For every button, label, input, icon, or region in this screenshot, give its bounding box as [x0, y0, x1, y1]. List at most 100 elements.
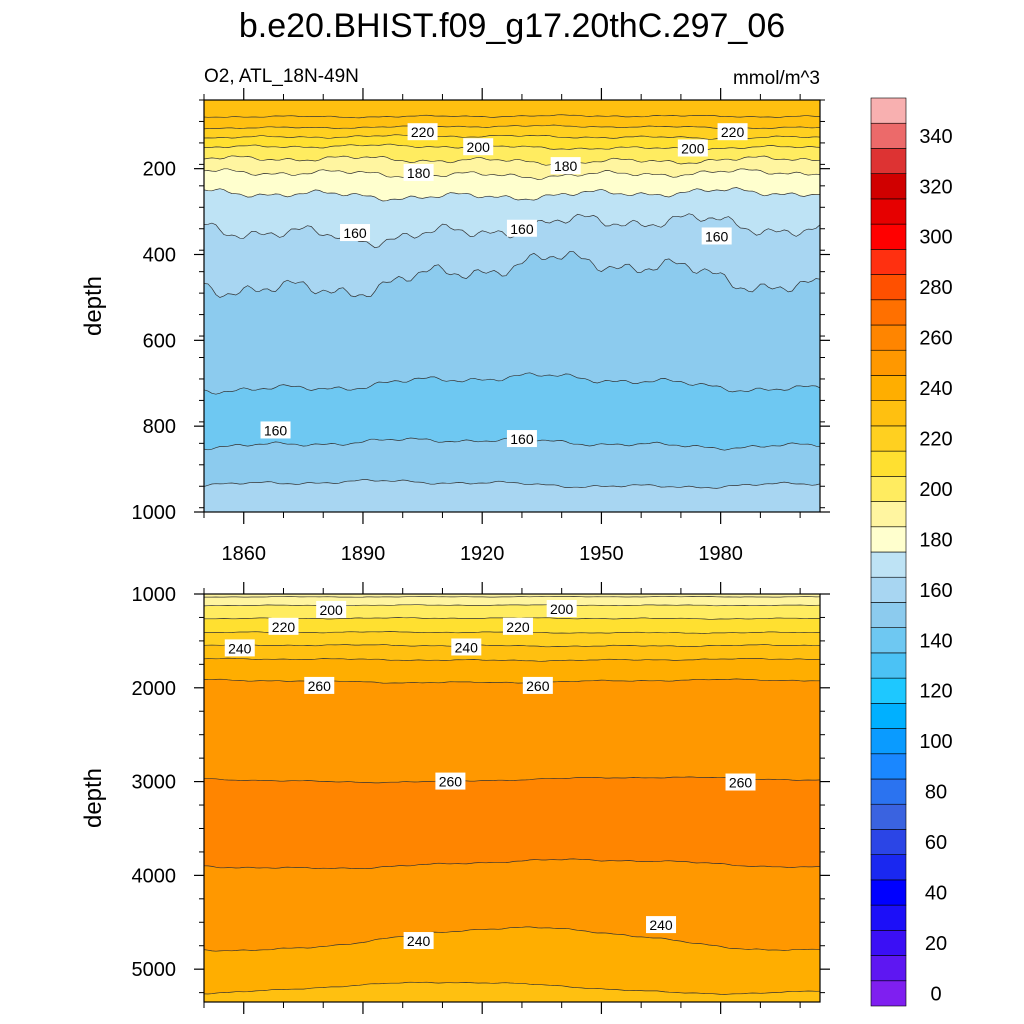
colorbar-box: [870, 803, 907, 830]
colorbar-box: [870, 602, 907, 628]
lower-contour-line: [204, 604, 820, 607]
colorbar-box: [870, 627, 907, 654]
colorbar-box: [870, 703, 907, 729]
colorbar-box: [870, 173, 907, 200]
lower-contour-label: 220: [268, 617, 299, 635]
colorbar-box: [870, 400, 907, 427]
colorbar-box: [870, 299, 907, 326]
upper-contour-band: [204, 479, 820, 512]
upper-contour-line: [204, 124, 820, 130]
colorbar-box: [870, 930, 907, 956]
upper-xtick-label: 1950: [579, 543, 624, 565]
colorbar-tick-label: 60: [925, 832, 947, 854]
upper-xtick-label: 1890: [341, 543, 386, 565]
colorbar-box: [870, 450, 907, 477]
colorbar-tick-label: 280: [919, 277, 952, 299]
lower-contour-band: [204, 1016, 820, 1024]
upper-contour-line: [204, 187, 820, 202]
colorbar-box: [870, 854, 907, 881]
upper-ytick-label: 1000: [132, 502, 177, 524]
upper-contour-label: 160: [506, 219, 537, 237]
lower-contour-label: 260: [435, 772, 466, 790]
upper-contour-label-text: 160: [510, 221, 534, 237]
colorbar-tick-label: 20: [925, 933, 947, 955]
upper-contour-line: [204, 114, 820, 119]
upper-contour-label-text: 160: [343, 225, 367, 241]
lower-frame: [203, 593, 821, 1003]
upper-contour-label: 160: [260, 421, 291, 439]
lower-contour-line: [204, 657, 820, 662]
upper-contour-label-text: 220: [721, 124, 745, 140]
upper-ytick-label: 400: [143, 245, 176, 267]
chart-title: b.e20.BHIST.f09_g17.20thC.297_06: [239, 7, 785, 45]
colorbar-box: [870, 955, 907, 982]
lower-ytick-label: 3000: [132, 772, 177, 794]
colorbar-tick-label: 140: [919, 630, 952, 652]
lower-contour-label: 240: [224, 639, 255, 657]
lower-contour-label-text: 260: [526, 678, 550, 694]
lower-contour-label-text: 240: [407, 933, 431, 949]
colorbar-box: [870, 375, 907, 401]
colorbar-tick-label: 80: [925, 782, 947, 804]
colorbar-box: [870, 652, 907, 679]
lower-contour-label: 220: [502, 617, 533, 635]
lower-contour-label-text: 220: [506, 619, 530, 635]
colorbar-box: [870, 526, 907, 553]
lower-contour-label-text: 240: [455, 639, 479, 655]
colorbar-tick-label: 260: [919, 328, 952, 350]
lower-contour-label: 200: [316, 600, 347, 618]
lower-contour-fills: 200 200 220 220 240 240 260 260 260 260 240 240: [204, 594, 820, 1024]
lower-contour-line: [204, 858, 820, 869]
colorbar-box: [870, 274, 907, 301]
colorbar-tick-label: 320: [919, 176, 952, 198]
colorbar-tick-label: 340: [919, 126, 952, 148]
upper-contour-label-text: 160: [264, 422, 288, 438]
lower-ytick-label: 5000: [132, 959, 177, 981]
colorbar-box: [870, 829, 907, 855]
colorbar-box: [870, 97, 907, 124]
colorbar-box: [870, 249, 907, 275]
colorbar-box: [870, 425, 907, 452]
upper-xtick-label: 1860: [221, 543, 266, 565]
upper-contour-label-text: 180: [554, 158, 578, 174]
upper-y-axis-title: depth: [80, 276, 107, 336]
colorbar-tick-label: 40: [925, 883, 947, 905]
colorbar-tick-label: 120: [919, 681, 952, 703]
colorbar-box: [870, 349, 907, 376]
lower-contour-label: 260: [304, 676, 335, 694]
colorbar-box: [870, 904, 907, 931]
lower-contour-label: 260: [522, 676, 553, 694]
upper-ytick-label: 600: [143, 330, 176, 352]
colorbar-box: [870, 753, 907, 780]
colorbar: 0 20 40 60 80 100 120 140 160 180 200 220 240 260 280 3…: [870, 97, 953, 1007]
upper-contour-fills: 220 220 200 200 180 180 160 160 160 160 160: [204, 100, 820, 512]
colorbar-box: [870, 148, 907, 174]
colorbar-box: [870, 223, 907, 250]
upper-contour-label: 180: [403, 163, 434, 181]
upper-ytick-label: 800: [143, 416, 176, 438]
upper-contour-label: 160: [340, 224, 371, 242]
upper-contour-line: [204, 155, 820, 166]
colorbar-box: [870, 122, 907, 149]
colorbar-box: [870, 980, 907, 1007]
colorbar-tick-label: 100: [919, 731, 952, 753]
colorbar-tick-label: 0: [930, 983, 941, 1005]
upper-contour-label-text: 160: [705, 228, 729, 244]
colorbar-box: [870, 476, 907, 502]
lower-ytick-label: 2000: [132, 678, 177, 700]
upper-xtick-label: 1980: [698, 543, 743, 565]
lower-panel: 200 200 220 220 240 240 260 260 260 260 240 240 1000…: [80, 582, 830, 1024]
units-label: mmol/m^3: [733, 68, 820, 89]
lower-contour-label-text: 260: [308, 678, 332, 694]
upper-panel: 220 220 200 200 180 180 160 160 160 160 160 200 400 6…: [80, 88, 830, 565]
lower-contour-line: [204, 644, 820, 648]
upper-frame: [203, 99, 821, 513]
colorbar-tick-label: 180: [919, 529, 952, 551]
upper-contour-line: [204, 143, 820, 151]
lower-contour-band: [204, 982, 820, 1002]
upper-contour-label-text: 200: [681, 140, 705, 156]
colorbar-box: [870, 551, 907, 578]
colorbar-box: [870, 324, 907, 351]
upper-contour-label: 220: [717, 123, 748, 141]
colorbar-box: [870, 576, 907, 603]
